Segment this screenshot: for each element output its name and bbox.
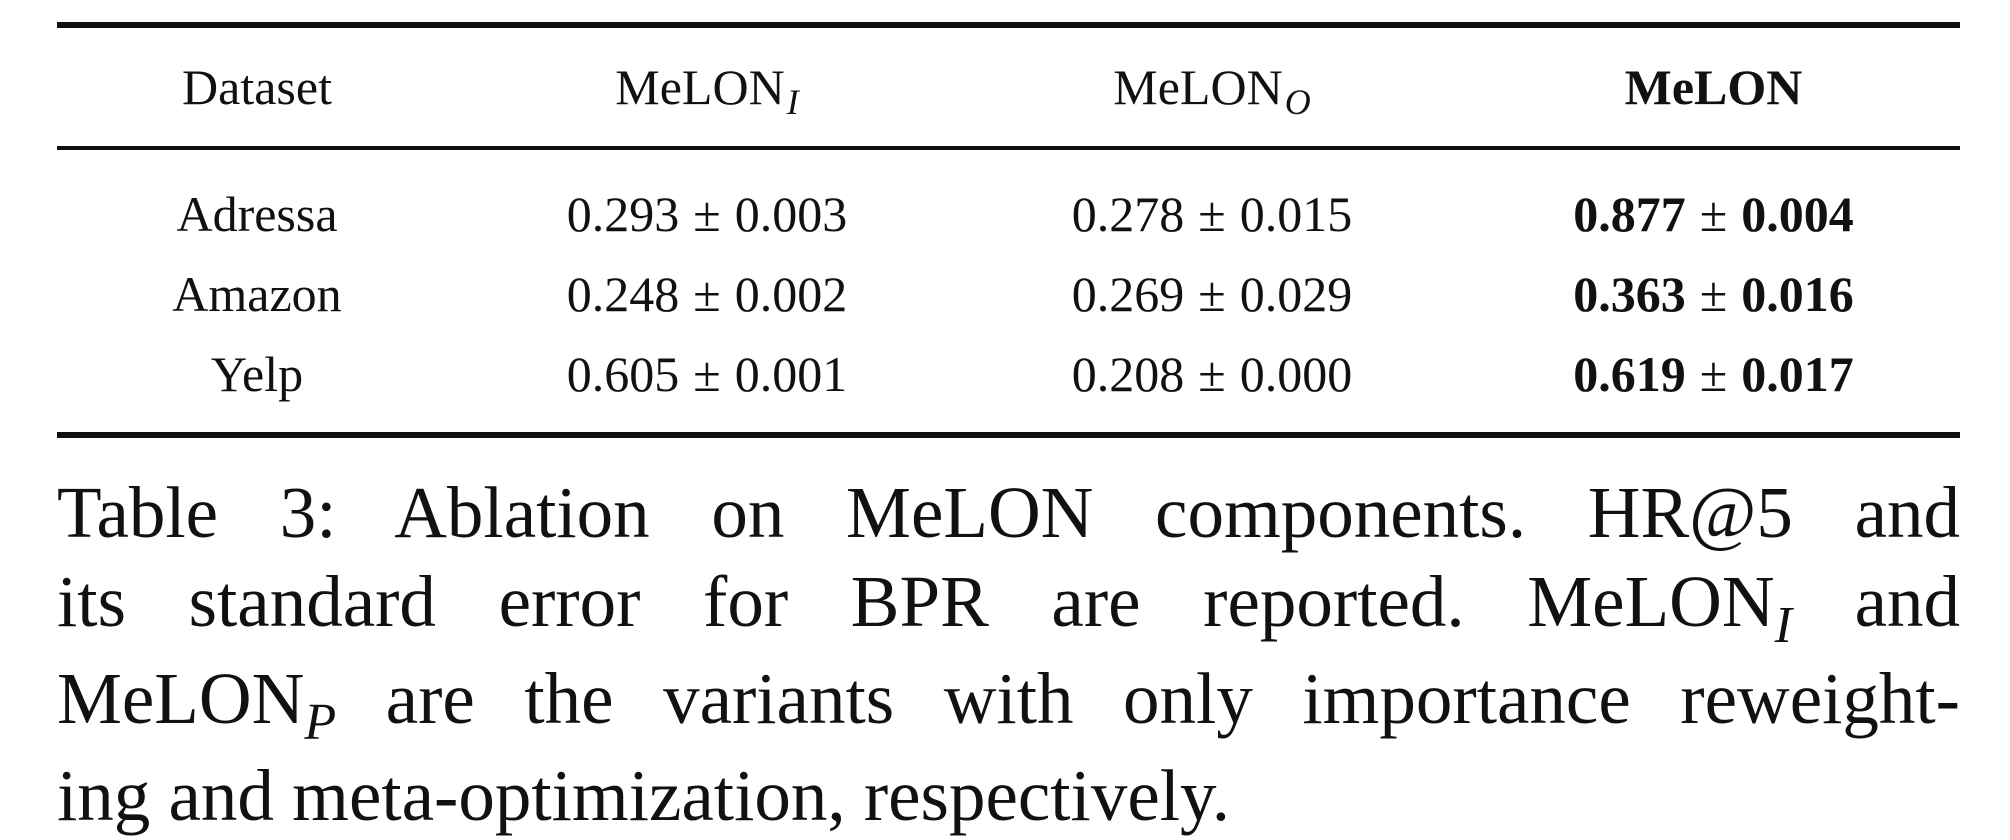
cell-value: 0.208 — [1071, 346, 1185, 402]
header-melon-i: MeLONI — [457, 59, 957, 120]
plus-minus: ± — [1198, 346, 1226, 402]
table-body: Adressa 0.293 ±0.003 0.278 ±0.015 0.877 ±0.… — [57, 150, 1960, 432]
plus-minus: ± — [1699, 266, 1728, 322]
cell-se: 0.029 — [1239, 266, 1353, 322]
header-melon-o-sub: O — [1284, 82, 1311, 122]
plus-minus: ± — [693, 266, 721, 322]
cell-se: 0.016 — [1741, 266, 1854, 322]
header-melon: MeLON — [1467, 62, 1960, 112]
header-melon-o-base: MeLON — [1113, 59, 1283, 115]
plus-minus: ± — [1699, 346, 1728, 402]
header-melon-i-sub: I — [786, 82, 799, 122]
cell-dataset: Amazon — [172, 266, 342, 322]
cell-se: 0.004 — [1741, 186, 1854, 242]
caption-line-2: its standard error for BPR are reported.… — [57, 557, 1960, 654]
caption-text: are the variants with only importance re… — [336, 658, 1960, 739]
header-dataset: Dataset — [57, 62, 457, 112]
caption-subscript: P — [304, 694, 337, 751]
plus-minus: ± — [1699, 186, 1728, 242]
cell-melon-i: 0.248 ±0.002 — [457, 269, 957, 319]
results-table: Dataset MeLONI MeLONO MeLON Adressa 0.29… — [57, 22, 1960, 438]
cell-value: 0.293 — [566, 186, 680, 242]
cell-se: 0.001 — [734, 346, 848, 402]
plus-minus: ± — [1198, 266, 1226, 322]
top-rule — [57, 22, 1960, 28]
middle-rule — [57, 146, 1960, 150]
caption-text: and — [1791, 561, 1960, 642]
cell-se: 0.017 — [1741, 346, 1854, 402]
cell-melon-o: 0.278 ±0.015 — [957, 189, 1467, 239]
bottom-rule — [57, 432, 1960, 438]
caption-text: MeLON — [57, 658, 305, 739]
header-melon-o: MeLONO — [957, 59, 1467, 120]
cell-melon: 0.619 ±0.017 — [1467, 349, 1960, 399]
plus-minus: ± — [693, 346, 721, 402]
caption-line-3: MeLONP are the variants with only import… — [57, 654, 1960, 751]
cell-melon-i: 0.293 ±0.003 — [457, 189, 957, 239]
cell-se: 0.015 — [1239, 186, 1353, 242]
cell-melon-o: 0.208 ±0.000 — [957, 349, 1467, 399]
table-row: Yelp 0.605 ±0.001 0.208 ±0.000 0.619 ±0.017 — [57, 334, 1960, 414]
cell-melon-o: 0.269 ±0.029 — [957, 269, 1467, 319]
header-melon-base: MeLON — [1624, 59, 1803, 115]
cell-value: 0.278 — [1071, 186, 1185, 242]
cell-value: 0.248 — [566, 266, 680, 322]
cell-dataset: Yelp — [210, 346, 304, 402]
cell-melon-i: 0.605 ±0.001 — [457, 349, 957, 399]
plus-minus: ± — [693, 186, 721, 242]
caption-text: its standard error for BPR are reported.… — [57, 561, 1775, 642]
cell-se: 0.003 — [734, 186, 848, 242]
cell-value: 0.877 — [1573, 186, 1686, 242]
cell-value: 0.269 — [1071, 266, 1185, 322]
caption-subscript: I — [1774, 597, 1792, 654]
caption-line-1: Table 3: Ablation on MeLON components. H… — [57, 472, 1960, 553]
table-caption: Table 3: Ablation on MeLON components. H… — [57, 468, 1960, 840]
header-dataset-label: Dataset — [182, 59, 332, 115]
table-row: Amazon 0.248 ±0.002 0.269 ±0.029 0.363 ±0.0… — [57, 254, 1960, 334]
caption-line-4: ing and meta-optimization, respectively. — [57, 755, 1231, 836]
cell-dataset: Adressa — [176, 186, 338, 242]
cell-se: 0.002 — [734, 266, 848, 322]
cell-value: 0.619 — [1573, 346, 1686, 402]
cell-value: 0.363 — [1573, 266, 1686, 322]
plus-minus: ± — [1198, 186, 1226, 242]
cell-se: 0.000 — [1239, 346, 1353, 402]
table-header-row: Dataset MeLONI MeLONO MeLON — [57, 28, 1960, 146]
cell-value: 0.605 — [566, 346, 680, 402]
cell-melon: 0.363 ±0.016 — [1467, 269, 1960, 319]
cell-melon: 0.877 ±0.004 — [1467, 189, 1960, 239]
header-melon-i-base: MeLON — [615, 59, 785, 115]
table-row: Adressa 0.293 ±0.003 0.278 ±0.015 0.877 ±0.… — [57, 174, 1960, 254]
